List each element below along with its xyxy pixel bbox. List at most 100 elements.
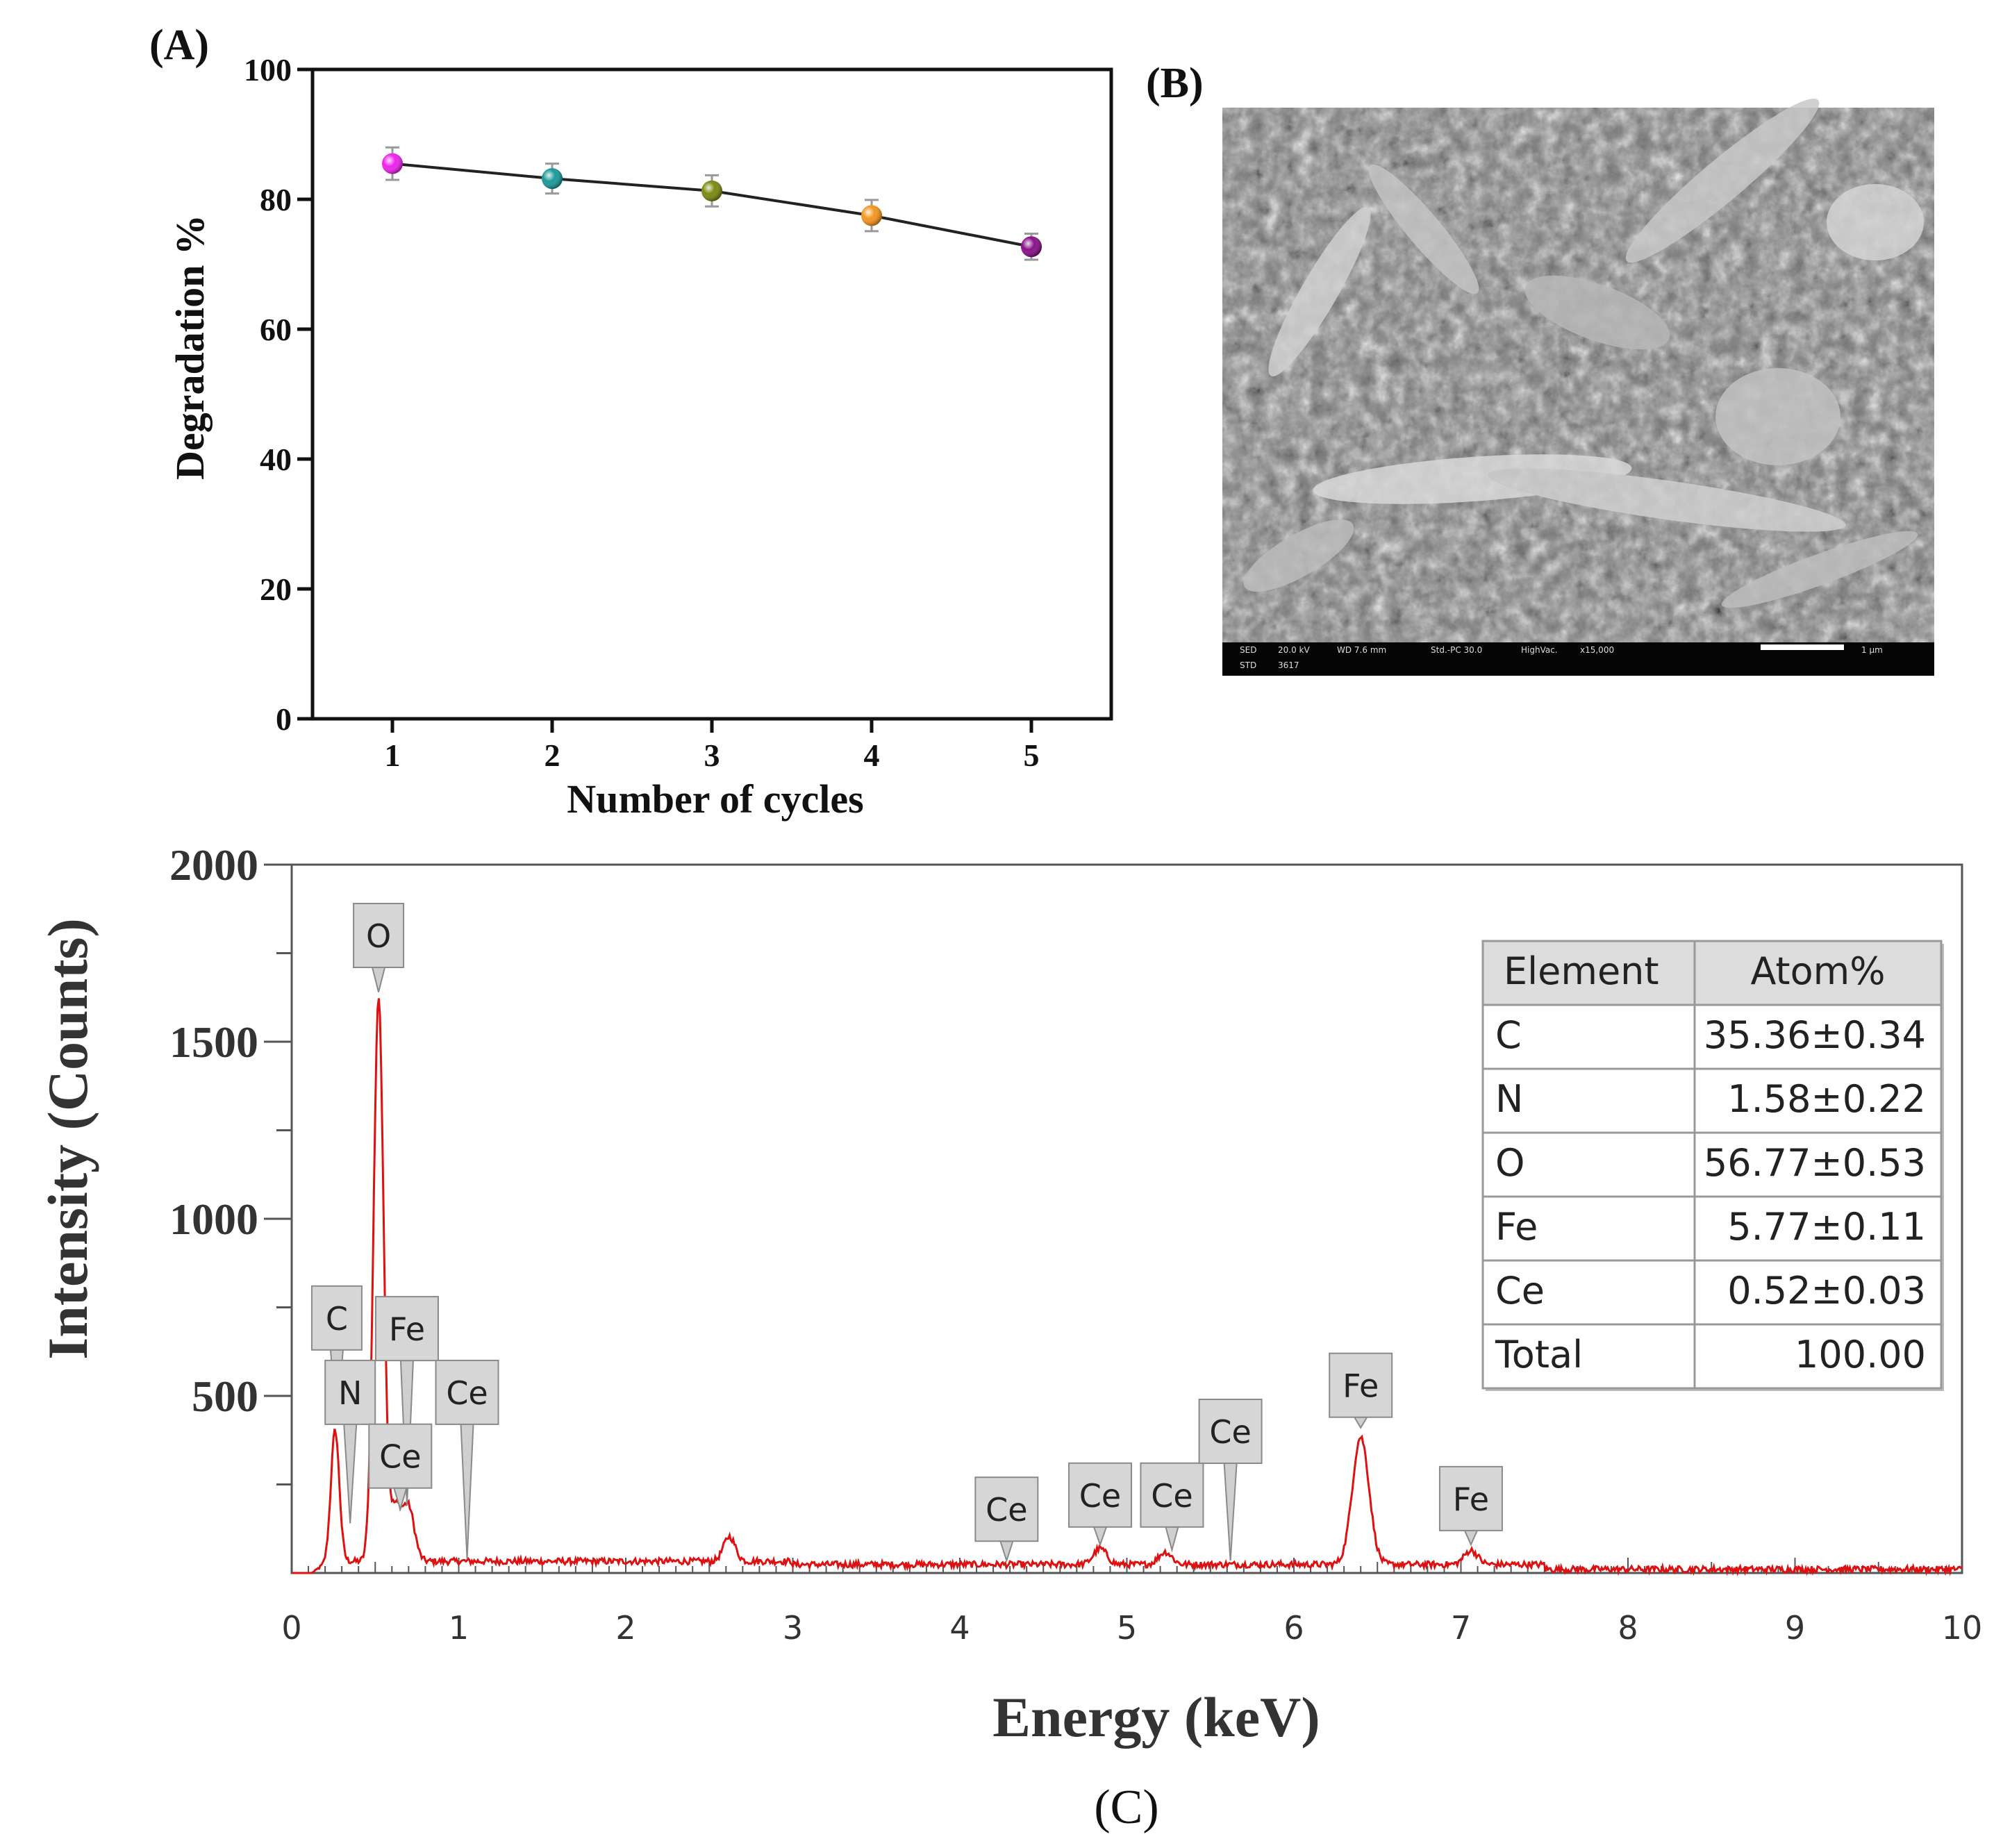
peak-label-pointer	[1092, 1526, 1108, 1547]
peak-label: Ce	[368, 1423, 433, 1512]
svg-text:20.0 kV: 20.0 kV	[1278, 645, 1310, 655]
data-point-shade	[542, 168, 563, 190]
svg-text:WD 7.6 mm: WD 7.6 mm	[1337, 645, 1386, 655]
panel-label-c: (C)	[1094, 1781, 1158, 1834]
peak-label-pointer	[1223, 1463, 1238, 1561]
x-tick-label-c: 3	[783, 1609, 803, 1647]
peak-label: Fe	[1438, 1465, 1503, 1547]
x-tick-label-a: 5	[1024, 738, 1040, 773]
y-tick-label-a: 20	[260, 572, 292, 607]
peak-label-pointer	[371, 967, 386, 992]
panel-label-b: (B)	[1146, 60, 1204, 107]
x-tick-label-c: 7	[1451, 1609, 1471, 1647]
y-axis-title-c: Intensity (Counts)	[36, 918, 99, 1360]
y-tick-label-c: 2000	[169, 840, 258, 890]
table-cell-element: Ce	[1495, 1269, 1545, 1313]
peak-label-text: Fe	[1343, 1367, 1379, 1405]
x-tick-label-a: 2	[545, 738, 560, 773]
peak-label-text: O	[366, 917, 391, 955]
peak-label-text: Ce	[1079, 1477, 1121, 1515]
table-cell-value: 56.77±0.53	[1704, 1141, 1926, 1185]
peak-label-pointer	[999, 1540, 1014, 1563]
peak-label-text: Ce	[1151, 1477, 1192, 1515]
peak-label-box	[1198, 1399, 1263, 1464]
x-tick-label-c: 4	[949, 1609, 970, 1647]
peak-label-box	[1140, 1462, 1204, 1528]
y-tick-label-c: 1500	[169, 1017, 258, 1067]
peak-labels: O C Fe N Ce Ce Ce Ce Ce Ce Fe Fe	[310, 903, 1503, 1563]
peak-label-text: Ce	[986, 1491, 1027, 1529]
peak-label: Ce	[1068, 1462, 1133, 1547]
peak-label-text: Ce	[446, 1374, 488, 1412]
svg-text:Std.-PC 30.0: Std.-PC 30.0	[1431, 645, 1482, 655]
peak-label: O	[353, 903, 405, 992]
peak-label-box	[368, 1423, 433, 1489]
peak-label-pointer	[343, 1423, 358, 1524]
peak-label-box	[1068, 1462, 1133, 1528]
y-axis-title-a: Degradation %	[167, 215, 213, 480]
peak-label: Fe	[1329, 1352, 1393, 1429]
peak-label: Ce	[1198, 1399, 1263, 1561]
y-axis-c: 500 1000 1500 2000	[169, 840, 292, 1485]
x-tick-label-c: 6	[1283, 1609, 1304, 1647]
svg-text:STD: STD	[1240, 660, 1256, 670]
peak-label-text: Fe	[1453, 1481, 1489, 1518]
peak-label-text: Ce	[379, 1438, 421, 1476]
peak-label-box	[1438, 1465, 1503, 1531]
y-tick-label-c: 1000	[169, 1194, 258, 1244]
table-cell-value: 35.36±0.34	[1704, 1013, 1926, 1057]
sem-texture	[1222, 108, 1934, 642]
peak-label-box	[353, 903, 405, 968]
data-point-shade	[382, 153, 403, 174]
x-axis-title-c: Energy (keV)	[992, 1685, 1320, 1749]
x-tick-label-a: 4	[864, 738, 880, 773]
peak-label-pointer	[1165, 1526, 1179, 1553]
peak-label: N	[324, 1359, 376, 1524]
atom-percent-table: Element Atom% C 35.36±0.34 N 1.58±0.22 O 56.77±…	[1481, 940, 1944, 1391]
y-tick-label-a: 80	[260, 182, 292, 217]
x-tick-label-c: 10	[1942, 1609, 1983, 1647]
table-cell-element: Fe	[1495, 1205, 1538, 1249]
table-header-bg	[1481, 940, 1943, 1006]
peak-label: Ce	[1140, 1462, 1204, 1553]
sem-scale-label: 1 µm	[1861, 645, 1883, 655]
sem-info-text: SED 20.0 kV WD 7.6 mm Std.-PC 30.0 HighV…	[1240, 645, 1883, 670]
peak-label-pointer	[1353, 1416, 1368, 1429]
table-cell-element: N	[1495, 1077, 1523, 1121]
eds-spectrum-line	[292, 998, 1963, 1577]
sem-particles	[1243, 99, 1924, 608]
x-tick-label-c: 1	[449, 1609, 469, 1647]
peak-label: Ce	[974, 1476, 1039, 1563]
peak-label-box	[324, 1359, 376, 1425]
peak-label-box	[974, 1476, 1039, 1542]
table-cell-value: 100.00	[1795, 1333, 1926, 1376]
degradation-series	[382, 146, 1042, 261]
peak-label-pointer	[1463, 1529, 1479, 1547]
peak-label-box	[310, 1285, 363, 1351]
table-cell-element: Total	[1495, 1333, 1583, 1376]
peak-label-pointer	[460, 1423, 474, 1559]
x-tick-label-a: 1	[385, 738, 401, 773]
table-header-atom: Atom%	[1750, 949, 1885, 993]
y-axis-a: 0 20 40 60 80 100	[244, 52, 313, 737]
svg-text:HighVac.: HighVac.	[1521, 645, 1558, 655]
peak-label-pointer	[392, 1487, 408, 1512]
svg-text:SED: SED	[1240, 645, 1256, 655]
peak-label-box	[435, 1359, 499, 1425]
peak-label-text: N	[338, 1374, 362, 1412]
x-tick-label-a: 3	[704, 738, 720, 773]
table-cell-value: 1.58±0.22	[1727, 1077, 1926, 1121]
y-tick-label-c: 500	[192, 1372, 258, 1421]
peak-label-box	[1329, 1352, 1393, 1418]
x-tick-label-c: 9	[1785, 1609, 1805, 1647]
panel-label-a: (A)	[149, 22, 209, 69]
peak-label-text: Fe	[389, 1310, 425, 1348]
table-body	[1481, 940, 1943, 1390]
sem-scale-bar	[1761, 644, 1844, 650]
y-tick-label-a: 100	[244, 52, 292, 88]
y-tick-label-a: 0	[276, 701, 292, 737]
sem-micrograph: SED 20.0 kV WD 7.6 mm Std.-PC 30.0 HighV…	[1222, 99, 1934, 676]
x-tick-label-c: 0	[281, 1609, 301, 1647]
